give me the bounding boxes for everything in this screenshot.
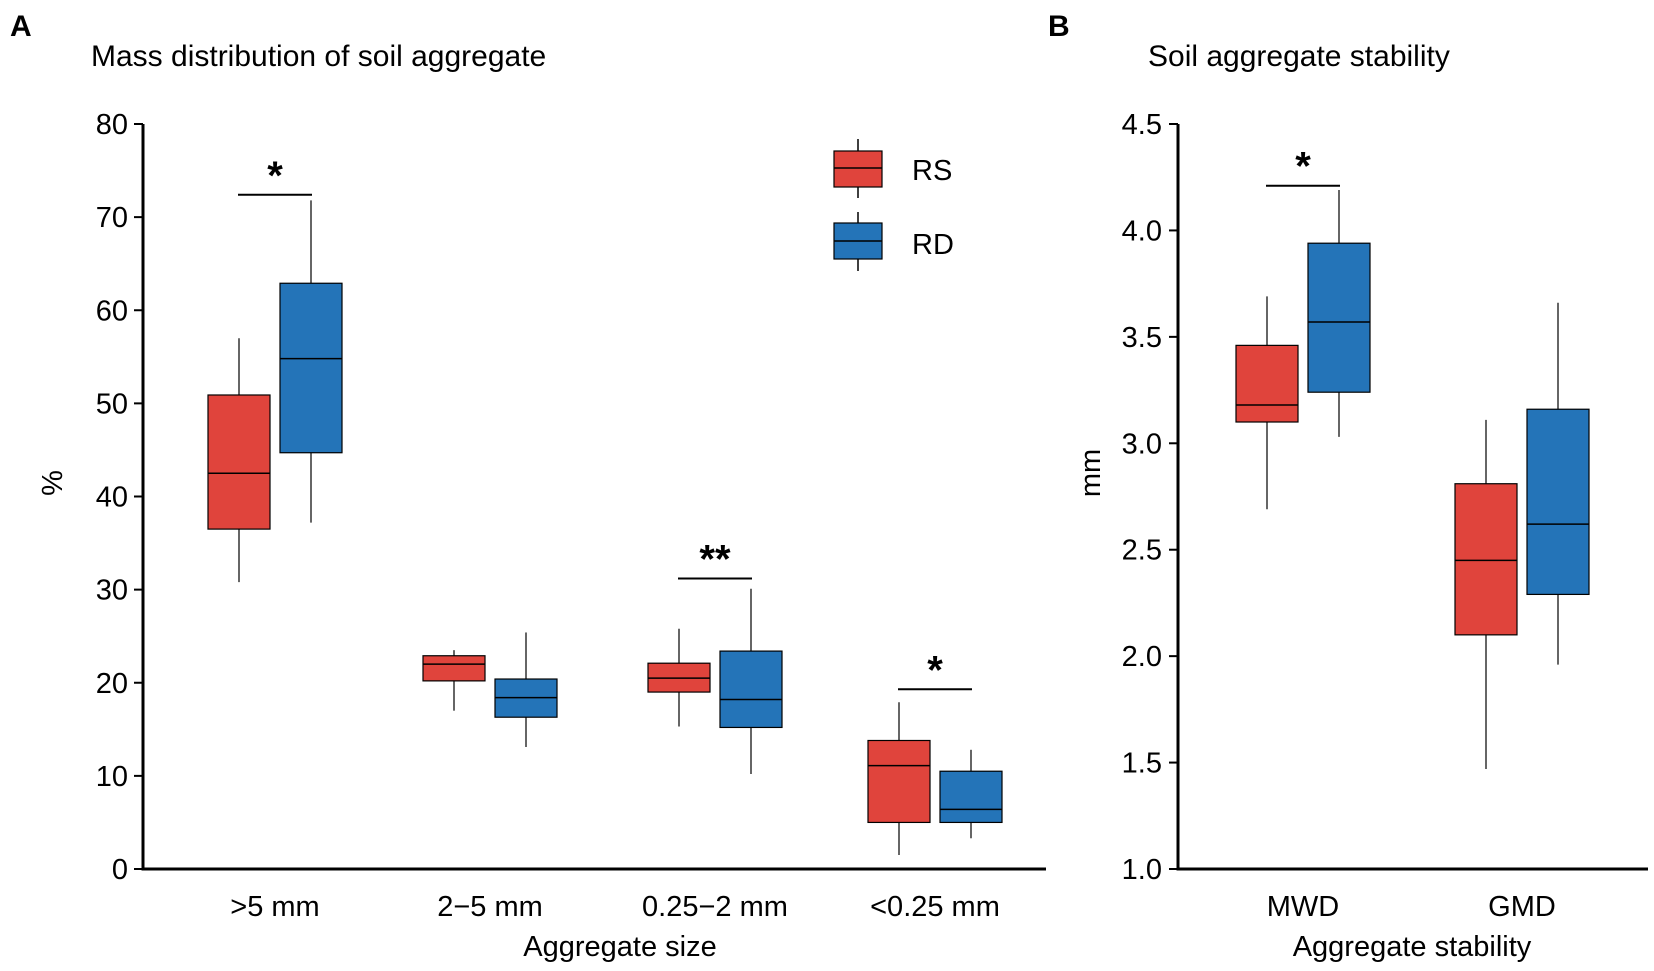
x-tick-label: 0.25−2 mm (642, 891, 788, 923)
y-tick-label: 2.5 (1122, 535, 1162, 567)
panel-b-xlabel: Aggregate stability (1293, 931, 1532, 963)
box-rd (279, 282, 343, 454)
y-tick-label: 1.0 (1122, 854, 1162, 886)
legend: RS RD (833, 139, 954, 271)
legend-item-rs: RS (833, 139, 952, 198)
panel-b-plot: 1.0 1.5 2.0 2.5 3.0 3.5 4.0 4.5 MWD GMD * (1122, 109, 1648, 923)
y-tick-label: 10 (96, 761, 128, 793)
panel-a-ylabel: % (37, 470, 69, 496)
significance-label: * (267, 154, 283, 198)
panel-a-title: Mass distribution of soil aggregate (91, 40, 546, 73)
y-tick-label: 4.5 (1122, 109, 1162, 141)
significance-label: * (927, 648, 943, 692)
box-rs (1454, 483, 1518, 636)
box-rd (1307, 242, 1371, 393)
panel-a-letter: A (10, 10, 32, 43)
x-tick-label: <0.25 mm (870, 891, 1000, 923)
y-tick-label: 2.0 (1122, 641, 1162, 673)
x-tick-label: 2−5 mm (437, 891, 543, 923)
panel-b-ylabel: mm (1075, 449, 1107, 497)
y-tick-label: 3.0 (1122, 428, 1162, 460)
legend-item-rd: RD (833, 212, 954, 271)
x-tick-label: GMD (1488, 891, 1556, 923)
box-rs (1235, 344, 1299, 423)
box-rd (939, 770, 1003, 824)
x-tick-label: MWD (1267, 891, 1339, 923)
legend-rd-label: RD (912, 229, 954, 261)
box-rs (867, 739, 931, 824)
y-tick-label: 40 (96, 482, 128, 514)
y-tick-label: 0 (112, 854, 128, 886)
legend-rs-swatch (833, 150, 883, 188)
panel-b-letter: B (1048, 10, 1070, 43)
y-tick-label: 20 (96, 668, 128, 700)
panel-b-title: Soil aggregate stability (1148, 40, 1450, 73)
y-tick-label: 80 (96, 109, 128, 141)
panel-a-plot: 0 10 20 30 40 50 60 70 80 >5 mm 2−5 mm 0.25−2 mm <0.… (96, 109, 1046, 923)
y-tick-label: 4.0 (1122, 215, 1162, 247)
box-rs (207, 394, 271, 530)
box-rs (422, 655, 486, 682)
box-rd (719, 650, 783, 729)
box-rd (1526, 408, 1590, 596)
legend-rs-label: RS (912, 155, 952, 187)
significance-label: * (1295, 145, 1311, 189)
y-tick-label: 1.5 (1122, 748, 1162, 780)
y-tick-label: 50 (96, 388, 128, 420)
significance-label: ** (699, 537, 731, 581)
y-tick-label: 30 (96, 575, 128, 607)
y-tick-label: 3.5 (1122, 322, 1162, 354)
panel-a-xlabel: Aggregate size (523, 931, 716, 963)
y-tick-label: 60 (96, 295, 128, 327)
y-tick-label: 70 (96, 202, 128, 234)
x-tick-label: >5 mm (230, 891, 319, 923)
